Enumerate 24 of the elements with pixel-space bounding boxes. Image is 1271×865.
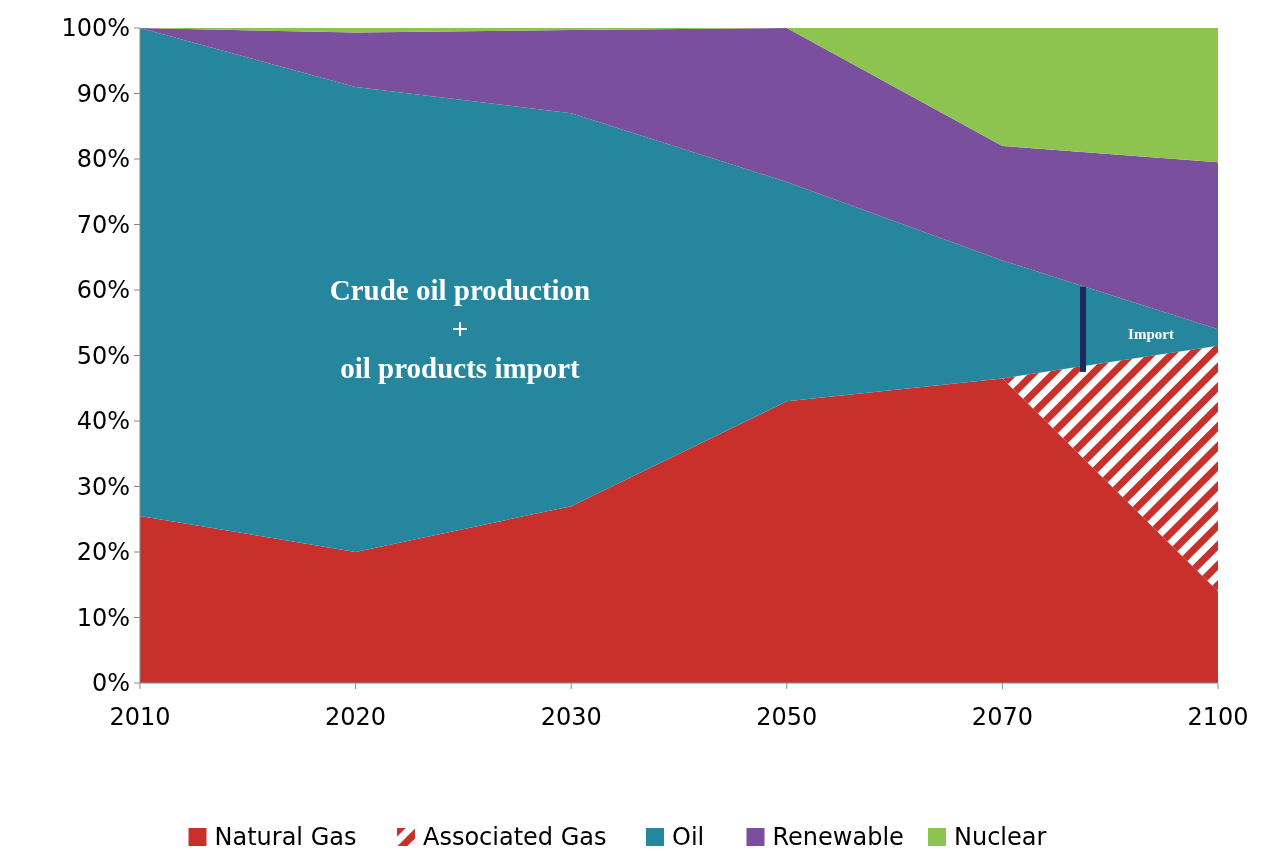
y-tick-label: 20% — [76, 538, 130, 567]
legend-label: Natural Gas — [214, 823, 357, 852]
x-tick-label: 2010 — [109, 703, 171, 731]
x-tick-label: 2030 — [540, 703, 602, 731]
legend-label: Nuclear — [954, 823, 1047, 852]
y-tick-label: 80% — [76, 145, 130, 174]
x-tick-label: 2050 — [756, 703, 818, 731]
y-tick-label: 90% — [76, 79, 130, 108]
legend-label: Oil — [672, 823, 705, 852]
y-tick-label: 50% — [76, 341, 130, 370]
y-tick-label: 10% — [76, 603, 130, 632]
y-tick-label: 100% — [61, 14, 130, 43]
y-tick-label: 40% — [76, 407, 130, 436]
annotation: Crude oil production + oil products import — [329, 274, 591, 385]
y-tick-label: 70% — [76, 210, 130, 239]
legend-label: Associated Gas — [423, 823, 607, 852]
x-tick-label: 2100 — [1187, 703, 1249, 731]
x-tick-label: 2070 — [971, 703, 1033, 731]
annotation: Import — [1128, 326, 1174, 343]
y-tick-label: 30% — [76, 472, 130, 501]
y-tick-label: 60% — [76, 276, 130, 305]
legend-label: Renewable — [772, 823, 904, 852]
y-tick-label: 0% — [91, 669, 130, 698]
x-tick-label: 2020 — [325, 703, 387, 731]
